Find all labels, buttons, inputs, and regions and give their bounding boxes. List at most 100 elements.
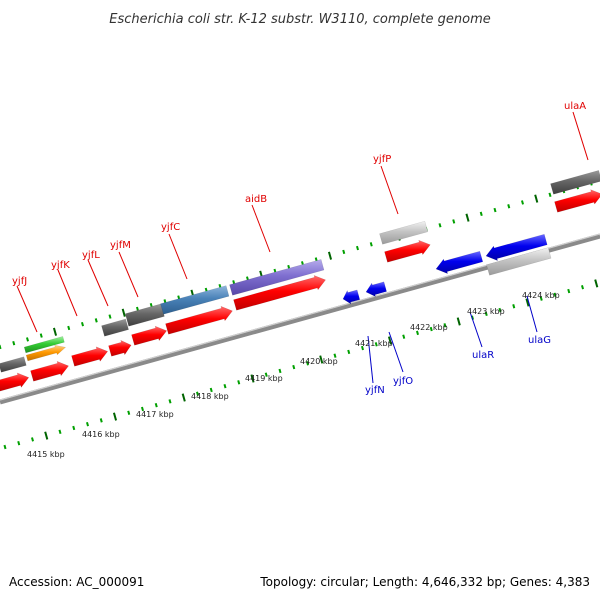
feature-block-grey[interactable] bbox=[379, 220, 429, 245]
scale-label: 4421 kbp bbox=[355, 339, 393, 348]
scale-label: 4423 kbp bbox=[467, 307, 505, 316]
scale-tick bbox=[361, 345, 364, 351]
scale-tick bbox=[108, 314, 112, 319]
feature-block-purple[interactable] bbox=[229, 259, 325, 296]
scale-tick bbox=[39, 333, 43, 338]
scale-tick bbox=[306, 361, 309, 366]
scale-label: 4424 kbp bbox=[522, 291, 560, 300]
scale-tick bbox=[12, 341, 16, 346]
scale-tick bbox=[121, 308, 126, 317]
gene-label-ulaA[interactable]: ulaA bbox=[564, 101, 586, 112]
reverse-gene-labels: yjfN yjfO ulaR ulaG bbox=[365, 295, 551, 396]
gene-block[interactable] bbox=[550, 170, 600, 195]
scale-tick bbox=[342, 249, 346, 255]
scale-tick bbox=[581, 285, 584, 290]
scale-label: 4415 kbp bbox=[27, 450, 65, 459]
scale-tick bbox=[534, 194, 539, 203]
scale-tick bbox=[99, 418, 103, 423]
cds-arrow[interactable] bbox=[30, 360, 69, 382]
gene-label-yjfK[interactable]: yjfK bbox=[51, 260, 70, 271]
scale-tick bbox=[402, 334, 406, 339]
scale-tick bbox=[127, 410, 131, 415]
scale-tick bbox=[594, 279, 599, 288]
reverse-cds-arrow[interactable] bbox=[365, 281, 387, 298]
gene-label-aidB[interactable]: aidB bbox=[245, 194, 267, 205]
scale-tick bbox=[493, 207, 497, 213]
scale-tick bbox=[553, 292, 557, 298]
scale-tick bbox=[141, 406, 144, 412]
gene-label-yjfO[interactable]: yjfO bbox=[393, 376, 413, 387]
accession-text: Accession: AC_000091 bbox=[9, 575, 144, 589]
scale-tick bbox=[525, 298, 530, 307]
scale-tick bbox=[327, 251, 333, 260]
scale-tick bbox=[479, 211, 483, 217]
gene-block[interactable] bbox=[124, 303, 165, 327]
scale-tick bbox=[416, 330, 419, 336]
feature-block-green[interactable] bbox=[23, 336, 65, 354]
scale-tick bbox=[209, 387, 213, 393]
cds-arrow[interactable] bbox=[233, 274, 327, 311]
scale-tick bbox=[484, 311, 488, 317]
gene-block[interactable] bbox=[0, 356, 27, 373]
scale-tick bbox=[0, 344, 2, 350]
cds-arrow[interactable] bbox=[554, 189, 600, 213]
gene-label-yjfM[interactable]: yjfM bbox=[110, 240, 131, 251]
cds-arrow[interactable] bbox=[165, 305, 233, 335]
scale-tick bbox=[369, 242, 373, 247]
scale-tick bbox=[31, 437, 34, 442]
feature-block-steel[interactable] bbox=[160, 285, 230, 315]
feature-arrow-orange[interactable] bbox=[25, 344, 67, 362]
cds-arrow[interactable] bbox=[131, 325, 168, 346]
reverse-cds-arrow[interactable] bbox=[435, 250, 484, 275]
scale-tick bbox=[86, 421, 89, 427]
gene-features bbox=[0, 170, 600, 392]
scale-tick bbox=[387, 336, 393, 345]
reverse-cds-arrow[interactable] bbox=[342, 289, 361, 305]
gene-label-ulaR[interactable]: ulaR bbox=[472, 350, 494, 361]
scale-tick bbox=[539, 296, 543, 301]
cds-arrow[interactable] bbox=[71, 346, 109, 367]
scale-tick bbox=[292, 364, 296, 370]
scale-tick bbox=[67, 325, 71, 331]
forward-gene-labels: yjfJ yjfK yjfL yjfM yjfC aidB yjfP ulaA bbox=[12, 101, 589, 333]
scale-tick bbox=[17, 441, 21, 446]
feature-block-grey[interactable] bbox=[486, 247, 552, 276]
scale-tick bbox=[429, 326, 433, 332]
scale-tick bbox=[94, 318, 98, 323]
gene-label-yjfP[interactable]: yjfP bbox=[373, 154, 391, 165]
gene-label-yjfC[interactable]: yjfC bbox=[161, 222, 180, 233]
scale-tick bbox=[44, 431, 49, 440]
gene-label-yjfJ[interactable]: yjfJ bbox=[12, 276, 27, 287]
scale-tick bbox=[278, 368, 282, 374]
scale-tick bbox=[223, 383, 227, 389]
scale-tick bbox=[567, 288, 571, 294]
scale-tick bbox=[438, 223, 442, 228]
map-title: Escherichia coli str. K-12 substr. W3110… bbox=[109, 12, 490, 27]
scale-tick bbox=[196, 391, 199, 396]
scale-tick bbox=[319, 355, 324, 364]
scale-tick bbox=[521, 200, 524, 205]
gene-label-yjfN[interactable]: yjfN bbox=[365, 385, 385, 396]
scale-labels: 4415 kbp 4416 kbp 4417 kbp 4418 kbp 4419… bbox=[27, 291, 560, 459]
scale-tick bbox=[58, 429, 62, 434]
scale-tick bbox=[548, 192, 552, 198]
scale-label: 4416 kbp bbox=[82, 430, 120, 439]
scale-tick bbox=[452, 219, 456, 224]
genome-summary-text: Topology: circular; Length: 4,646,332 bp… bbox=[259, 575, 590, 589]
scale-tick bbox=[512, 304, 516, 309]
reverse-cds-arrow[interactable] bbox=[485, 233, 548, 262]
gene-block[interactable] bbox=[101, 318, 129, 337]
scale-tick bbox=[112, 412, 118, 421]
scale-tick bbox=[3, 444, 7, 450]
scale-tick bbox=[81, 321, 84, 327]
gene-label-yjfL[interactable]: yjfL bbox=[82, 250, 100, 261]
gene-label-ulaG[interactable]: ulaG bbox=[528, 335, 551, 346]
cds-arrow[interactable] bbox=[0, 372, 30, 392]
scale-tick bbox=[465, 213, 470, 222]
cds-arrow[interactable] bbox=[108, 339, 132, 357]
scale-tick bbox=[507, 204, 511, 209]
scale-tick bbox=[356, 245, 359, 251]
cds-arrow[interactable] bbox=[384, 239, 431, 263]
scale-label: 4417 kbp bbox=[136, 410, 174, 419]
